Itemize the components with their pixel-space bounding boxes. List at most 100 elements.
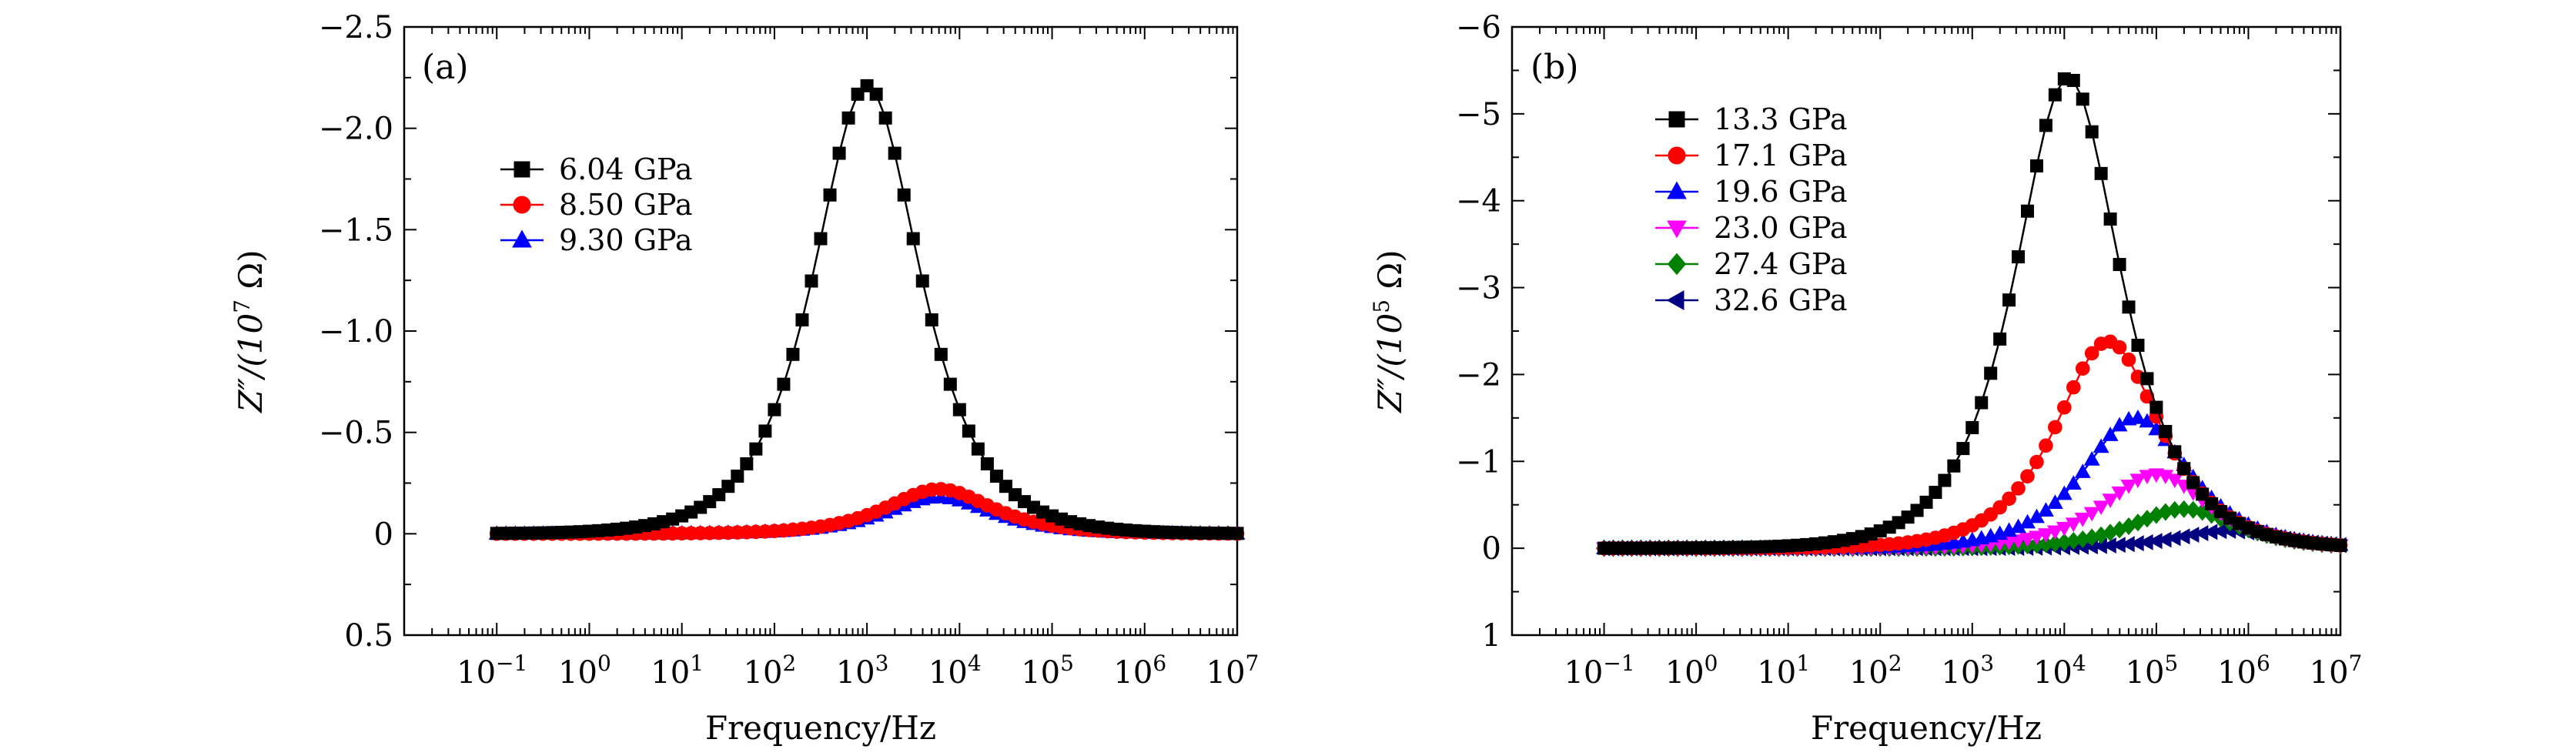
legend-marker [512,229,532,248]
data-point [2139,389,2155,404]
data-point [1947,459,1961,473]
data-point [980,457,994,470]
x-tick-label: 100 [558,651,611,691]
data-point [2021,204,2035,218]
data-point [906,232,920,246]
data-point [2122,300,2136,314]
legend-item: 19.6 GPa [1655,175,1848,209]
y-tick-label: −2.0 [319,112,393,147]
data-point [2037,528,2054,544]
y-tick-label: 0 [1482,531,1501,567]
data-point [2074,463,2091,478]
data-point [2113,258,2126,272]
data-point [2011,481,2026,496]
data-point [2065,475,2082,490]
x-axis-title: Frequency/Hz [705,709,936,747]
data-point [2039,438,2053,453]
data-point [758,424,772,438]
y-tick-label: −3 [1456,271,1501,306]
legend-label: 13.3 GPa [1714,102,1848,136]
data-point [2075,361,2090,376]
data-point [814,232,828,246]
data-point [971,442,985,456]
y-tick-label: 0 [374,517,393,552]
legend-item: 6.04 GPa [500,152,693,186]
data-point [2056,521,2073,537]
data-point [2159,424,2173,438]
legend-marker [513,196,531,214]
x-tick-label: 101 [651,651,704,691]
data-point [2103,212,2117,226]
legend-label: 6.04 GPa [559,152,693,186]
data-point [2093,438,2109,453]
data-point [1230,527,1244,540]
data-point [869,87,883,101]
data-point [1919,495,1933,509]
data-point [2083,451,2100,466]
data-point [2121,352,2136,367]
data-point [1965,420,1979,434]
legend-item: 8.50 GPa [500,188,693,222]
data-point [2140,372,2154,386]
data-point [768,403,781,416]
data-point [1975,396,1989,410]
data-point [2065,517,2082,533]
data-point [915,274,929,288]
y-tick-label: −2 [1456,357,1501,393]
data-point [2057,400,2072,415]
legend-marker [514,161,530,178]
data-point [2046,494,2063,510]
data-point [2129,409,2146,424]
legend-label: 19.6 GPa [1714,175,1848,209]
x-tick-label: 105 [1021,651,1074,691]
y-tick-label: 1 [1482,618,1501,654]
data-point [897,188,911,202]
x-tick-label: 100 [1665,651,1718,691]
data-point [2039,119,2052,132]
data-point [805,274,818,288]
data-point [934,347,948,361]
data-point [962,424,975,438]
data-point [878,111,892,125]
legend-item: 13.3 GPa [1655,102,1848,136]
x-tick-label: 106 [2217,651,2270,691]
plot-frame [403,25,1239,637]
data-point [2002,293,2016,307]
chart-panel-b: 10−1 100 101 102 103 104 105 106 107 −6 −5 −4 −3 −2 −1… [1369,10,2362,747]
data-point [731,469,744,483]
data-point [2029,454,2044,470]
x-ticks [403,27,1238,635]
x-tick-label: 106 [1113,651,1166,691]
legend-item: 17.1 GPa [1655,139,1848,172]
data-point [823,188,837,202]
series-13-3-gpa [1597,72,2347,555]
data-point [2149,400,2163,414]
series-6-04-gpa [490,79,1244,540]
data-point [989,469,1003,483]
x-tick-label: 102 [744,651,797,691]
data-point [2029,530,2045,546]
data-point [2186,476,2200,490]
legend-marker [1666,290,1684,310]
data-point [2139,470,2156,485]
x-ticks [1511,27,2341,635]
data-point [2112,340,2127,355]
x-tick-label: 10−1 [457,651,527,691]
data-point [2111,486,2128,501]
y-tick-label: −1.0 [319,314,393,350]
data-point [1984,366,1998,380]
y-tick-label: −6 [1456,10,1501,45]
data-point [2046,525,2063,540]
data-point [2083,507,2100,522]
x-tick-label: 107 [1206,651,1260,691]
data-point [2012,250,2026,264]
data-point [721,480,735,493]
x-tick-label: 104 [2033,651,2086,691]
y-tick-label: −0.5 [319,416,393,451]
x-tick-label: 105 [2126,651,2179,691]
data-point [2010,534,2027,550]
x-tick-label: 10−1 [1564,651,1634,691]
